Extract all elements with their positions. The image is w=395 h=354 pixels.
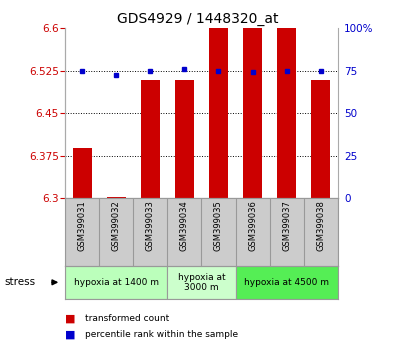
Bar [65, 266, 167, 299]
Text: GSM399033: GSM399033 [146, 200, 155, 251]
Text: GSM399036: GSM399036 [248, 200, 257, 251]
Bar [277, 28, 296, 198]
Bar [235, 266, 338, 299]
Bar [167, 266, 235, 299]
Bar [243, 28, 262, 198]
Text: stress: stress [4, 277, 35, 287]
Text: hypoxia at 4500 m: hypoxia at 4500 m [244, 278, 329, 287]
Text: GSM399035: GSM399035 [214, 200, 223, 251]
Bar [73, 148, 92, 198]
Text: ■: ■ [65, 314, 76, 324]
Text: hypoxia at 1400 m: hypoxia at 1400 m [74, 278, 159, 287]
Text: GSM399037: GSM399037 [282, 200, 291, 251]
Text: ■: ■ [65, 330, 76, 339]
Text: GDS4929 / 1448320_at: GDS4929 / 1448320_at [117, 12, 278, 27]
Bar [141, 80, 160, 198]
Bar [175, 80, 194, 198]
Text: GSM399031: GSM399031 [78, 200, 87, 251]
Text: GSM399032: GSM399032 [112, 200, 121, 251]
Bar [311, 80, 330, 198]
Text: hypoxia at
3000 m: hypoxia at 3000 m [178, 273, 225, 292]
Text: transformed count: transformed count [85, 314, 169, 323]
Text: percentile rank within the sample: percentile rank within the sample [85, 330, 238, 339]
Bar [107, 197, 126, 198]
Text: GSM399038: GSM399038 [316, 200, 325, 251]
Text: GSM399034: GSM399034 [180, 200, 189, 251]
Bar [209, 28, 228, 198]
